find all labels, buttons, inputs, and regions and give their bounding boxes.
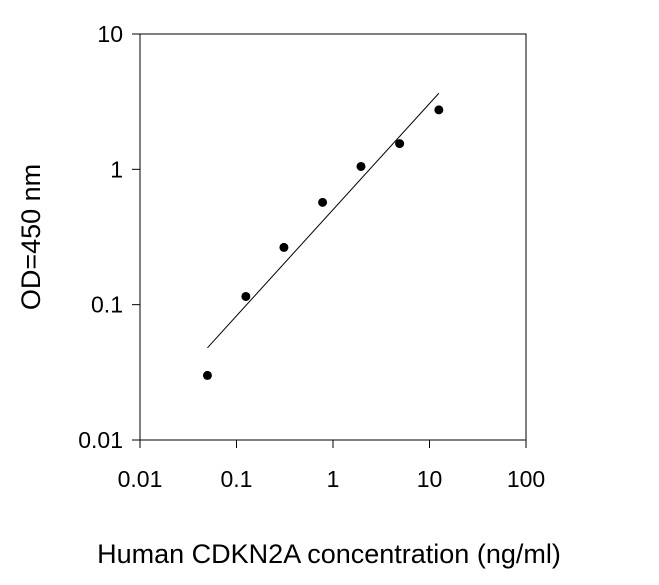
y-axis-title: OD=450 nm	[16, 164, 46, 310]
fit-line	[207, 92, 440, 349]
x-axis-title: Human CDKN2A concentration (ng/ml)	[97, 539, 561, 569]
data-point	[356, 161, 366, 171]
data-points	[202, 105, 444, 380]
data-point	[434, 105, 444, 115]
x-tick-label: 0.1	[221, 466, 253, 492]
y-axis-ticks: 0.01 0.1 1 10	[78, 21, 140, 453]
data-point	[395, 139, 405, 149]
data-point	[279, 242, 289, 252]
x-tick-label: 0.01	[118, 466, 163, 492]
y-tick-label: 10	[97, 21, 123, 47]
y-tick-label: 0.1	[91, 292, 123, 318]
fit-line-group	[207, 92, 440, 349]
data-point	[202, 370, 212, 380]
data-point	[318, 197, 328, 207]
x-tick-label: 100	[507, 466, 545, 492]
x-tick-label: 1	[327, 466, 340, 492]
data-point	[241, 291, 251, 301]
y-tick-label: 0.01	[78, 427, 123, 453]
x-tick-label: 10	[417, 466, 443, 492]
x-axis-ticks: 0.01 0.1 1 10 100	[118, 440, 545, 492]
plot-frame	[139, 33, 527, 441]
y-tick-label: 1	[110, 156, 123, 182]
